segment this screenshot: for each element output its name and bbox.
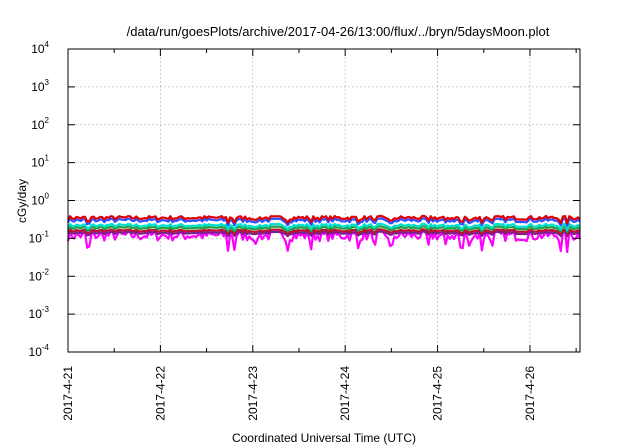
chart-title: /data/run/goesPlots/archive/2017-04-26/1… xyxy=(127,24,550,39)
x-axis: 2017-4-21 2017-4-22 2017-4-23 2017-4-24 2017… xyxy=(61,49,577,421)
grid xyxy=(68,49,580,352)
x-tick-label: 2017-4-22 xyxy=(153,366,167,421)
y-axis-label: cGy/day xyxy=(15,179,29,223)
x-tick-label: 2017-4-25 xyxy=(431,366,445,421)
series-line xyxy=(66,230,582,254)
x-tick-label: 2017-4-23 xyxy=(246,366,260,421)
x-axis-label: Coordinated Universal Time (UTC) xyxy=(232,431,416,445)
series-line xyxy=(67,225,581,233)
series-line xyxy=(67,214,581,225)
series-line xyxy=(67,217,581,227)
y-tick-label: 101 xyxy=(31,154,49,170)
y-tick-label: 102 xyxy=(31,116,49,132)
y-tick-label: 100 xyxy=(31,192,49,208)
series-line xyxy=(67,222,581,231)
series-group xyxy=(66,214,582,254)
y-tick-label: 10-2 xyxy=(29,267,50,283)
y-axis: 10-4 10-3 10-2 10-1 100 101 102 103 104 xyxy=(29,40,580,359)
x-tick-label: 2017-4-21 xyxy=(61,366,75,421)
y-tick-label: 103 xyxy=(31,78,49,94)
y-tick-label: 10-3 xyxy=(29,305,50,321)
y-tick-label: 10-4 xyxy=(29,343,50,359)
series-line xyxy=(67,228,581,236)
y-tick-label: 10-1 xyxy=(29,229,50,245)
series-line xyxy=(67,230,581,238)
x-tick-label: 2017-4-24 xyxy=(338,366,352,421)
y-tick-label: 104 xyxy=(31,40,49,56)
x-tick-label: 2017-4-26 xyxy=(523,366,537,421)
